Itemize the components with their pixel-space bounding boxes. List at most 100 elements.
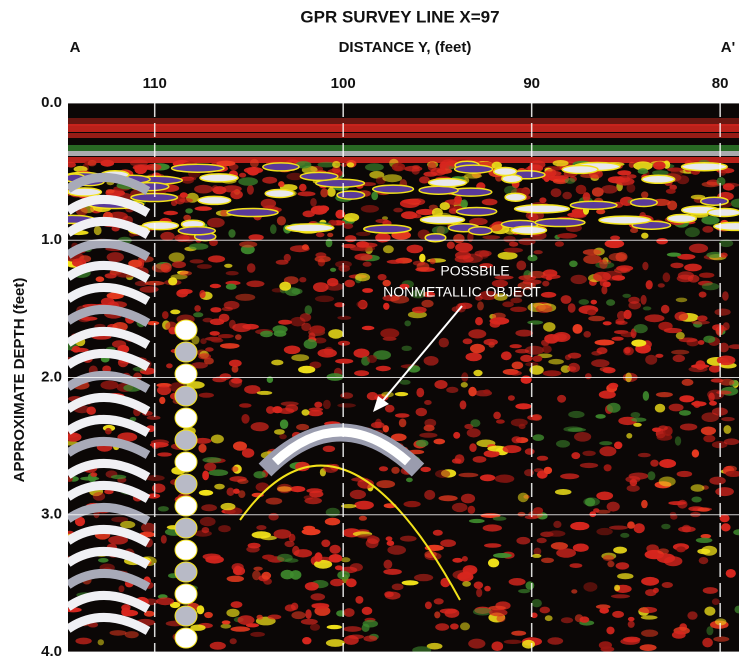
texture-blob <box>624 347 631 354</box>
texture-blob <box>679 423 698 431</box>
texture-blob <box>661 523 671 530</box>
texture-blob <box>220 502 236 511</box>
texture-blob <box>306 488 323 494</box>
texture-blob <box>700 426 717 436</box>
texture-blob <box>652 170 669 176</box>
texture-blob <box>571 589 578 594</box>
texture-blob <box>256 614 263 620</box>
texture-blob <box>416 387 425 398</box>
texture-blob <box>476 588 483 598</box>
texture-blob <box>398 418 407 428</box>
reflector <box>284 223 335 233</box>
texture-blob <box>479 263 494 269</box>
texture-blob <box>225 271 239 276</box>
texture-blob <box>687 611 698 620</box>
texture-blob <box>423 171 438 177</box>
chevron <box>68 569 151 591</box>
texture-blob <box>633 324 648 334</box>
texture-blob <box>615 175 631 183</box>
texture-blob <box>647 471 656 481</box>
texture-blob <box>543 466 553 475</box>
column-blob <box>174 583 198 605</box>
texture-blob <box>713 636 730 642</box>
texture-blob <box>564 177 576 184</box>
texture-blob <box>403 500 421 508</box>
texture-blob <box>520 375 532 384</box>
texture-blob <box>391 466 400 474</box>
texture-blob <box>299 277 307 283</box>
texture-blob <box>208 469 229 477</box>
texture-blob <box>629 478 638 487</box>
texture-blob <box>462 338 473 345</box>
texture-blob <box>598 641 613 650</box>
texture-blob <box>670 167 684 177</box>
texture-blob <box>483 338 498 346</box>
texture-blob <box>532 553 542 558</box>
column-blob <box>174 407 198 429</box>
texture-blob <box>189 243 209 250</box>
texture-blob <box>340 392 354 399</box>
texture-blob <box>265 497 283 505</box>
reflector <box>262 162 300 172</box>
texture-blob <box>228 229 236 238</box>
texture-blob <box>231 466 239 472</box>
texture-blob <box>524 345 545 355</box>
reflector <box>363 224 412 234</box>
texture-blob <box>102 365 112 373</box>
y-tick-label: 1.0 <box>41 231 62 248</box>
texture-blob <box>68 432 82 442</box>
texture-blob <box>568 410 585 419</box>
texture-blob <box>412 646 432 652</box>
texture-blob <box>460 622 470 631</box>
texture-blob <box>435 623 450 631</box>
texture-blob <box>231 365 239 373</box>
texture-blob <box>511 436 522 444</box>
band <box>68 151 739 156</box>
texture-blob <box>360 205 379 213</box>
texture-blob <box>469 217 488 226</box>
texture-blob <box>301 528 321 536</box>
x-tick-label: 80 <box>712 75 729 92</box>
texture-blob <box>246 280 265 288</box>
texture-blob <box>585 373 592 380</box>
reflector <box>371 184 415 194</box>
texture-blob <box>391 583 404 591</box>
texture-blob <box>260 535 277 541</box>
texture-blob <box>484 585 491 592</box>
texture-blob <box>222 185 242 193</box>
texture-blob <box>304 582 319 591</box>
texture-blob <box>702 637 713 648</box>
texture-blob <box>419 176 430 184</box>
texture-blob <box>601 285 608 295</box>
texture-blob <box>221 620 231 625</box>
texture-blob <box>628 472 649 480</box>
texture-blob <box>383 302 390 310</box>
column-blob <box>174 605 198 627</box>
texture-blob <box>332 161 341 168</box>
texture-blob <box>645 589 657 597</box>
reflector <box>170 163 225 173</box>
reflector <box>453 164 494 174</box>
texture-blob <box>579 462 599 469</box>
column-blob <box>174 627 198 649</box>
texture-blob <box>280 401 299 407</box>
column-blob <box>174 451 198 473</box>
texture-blob <box>708 392 715 402</box>
texture-blob <box>163 210 178 216</box>
texture-blob <box>719 514 730 523</box>
texture-blob <box>111 516 129 523</box>
texture-blob <box>539 606 551 614</box>
texture-blob <box>734 605 739 614</box>
texture-blob <box>517 492 529 503</box>
chevron <box>68 547 151 569</box>
texture-blob <box>572 324 583 334</box>
texture-blob <box>423 356 439 366</box>
texture-blob <box>676 470 693 478</box>
texture-blob <box>279 434 287 440</box>
chevron <box>68 591 151 613</box>
texture-blob <box>256 525 267 531</box>
texture-blob <box>317 348 337 358</box>
texture-blob <box>444 608 460 618</box>
texture-blob <box>183 214 192 221</box>
texture-blob <box>602 555 615 562</box>
